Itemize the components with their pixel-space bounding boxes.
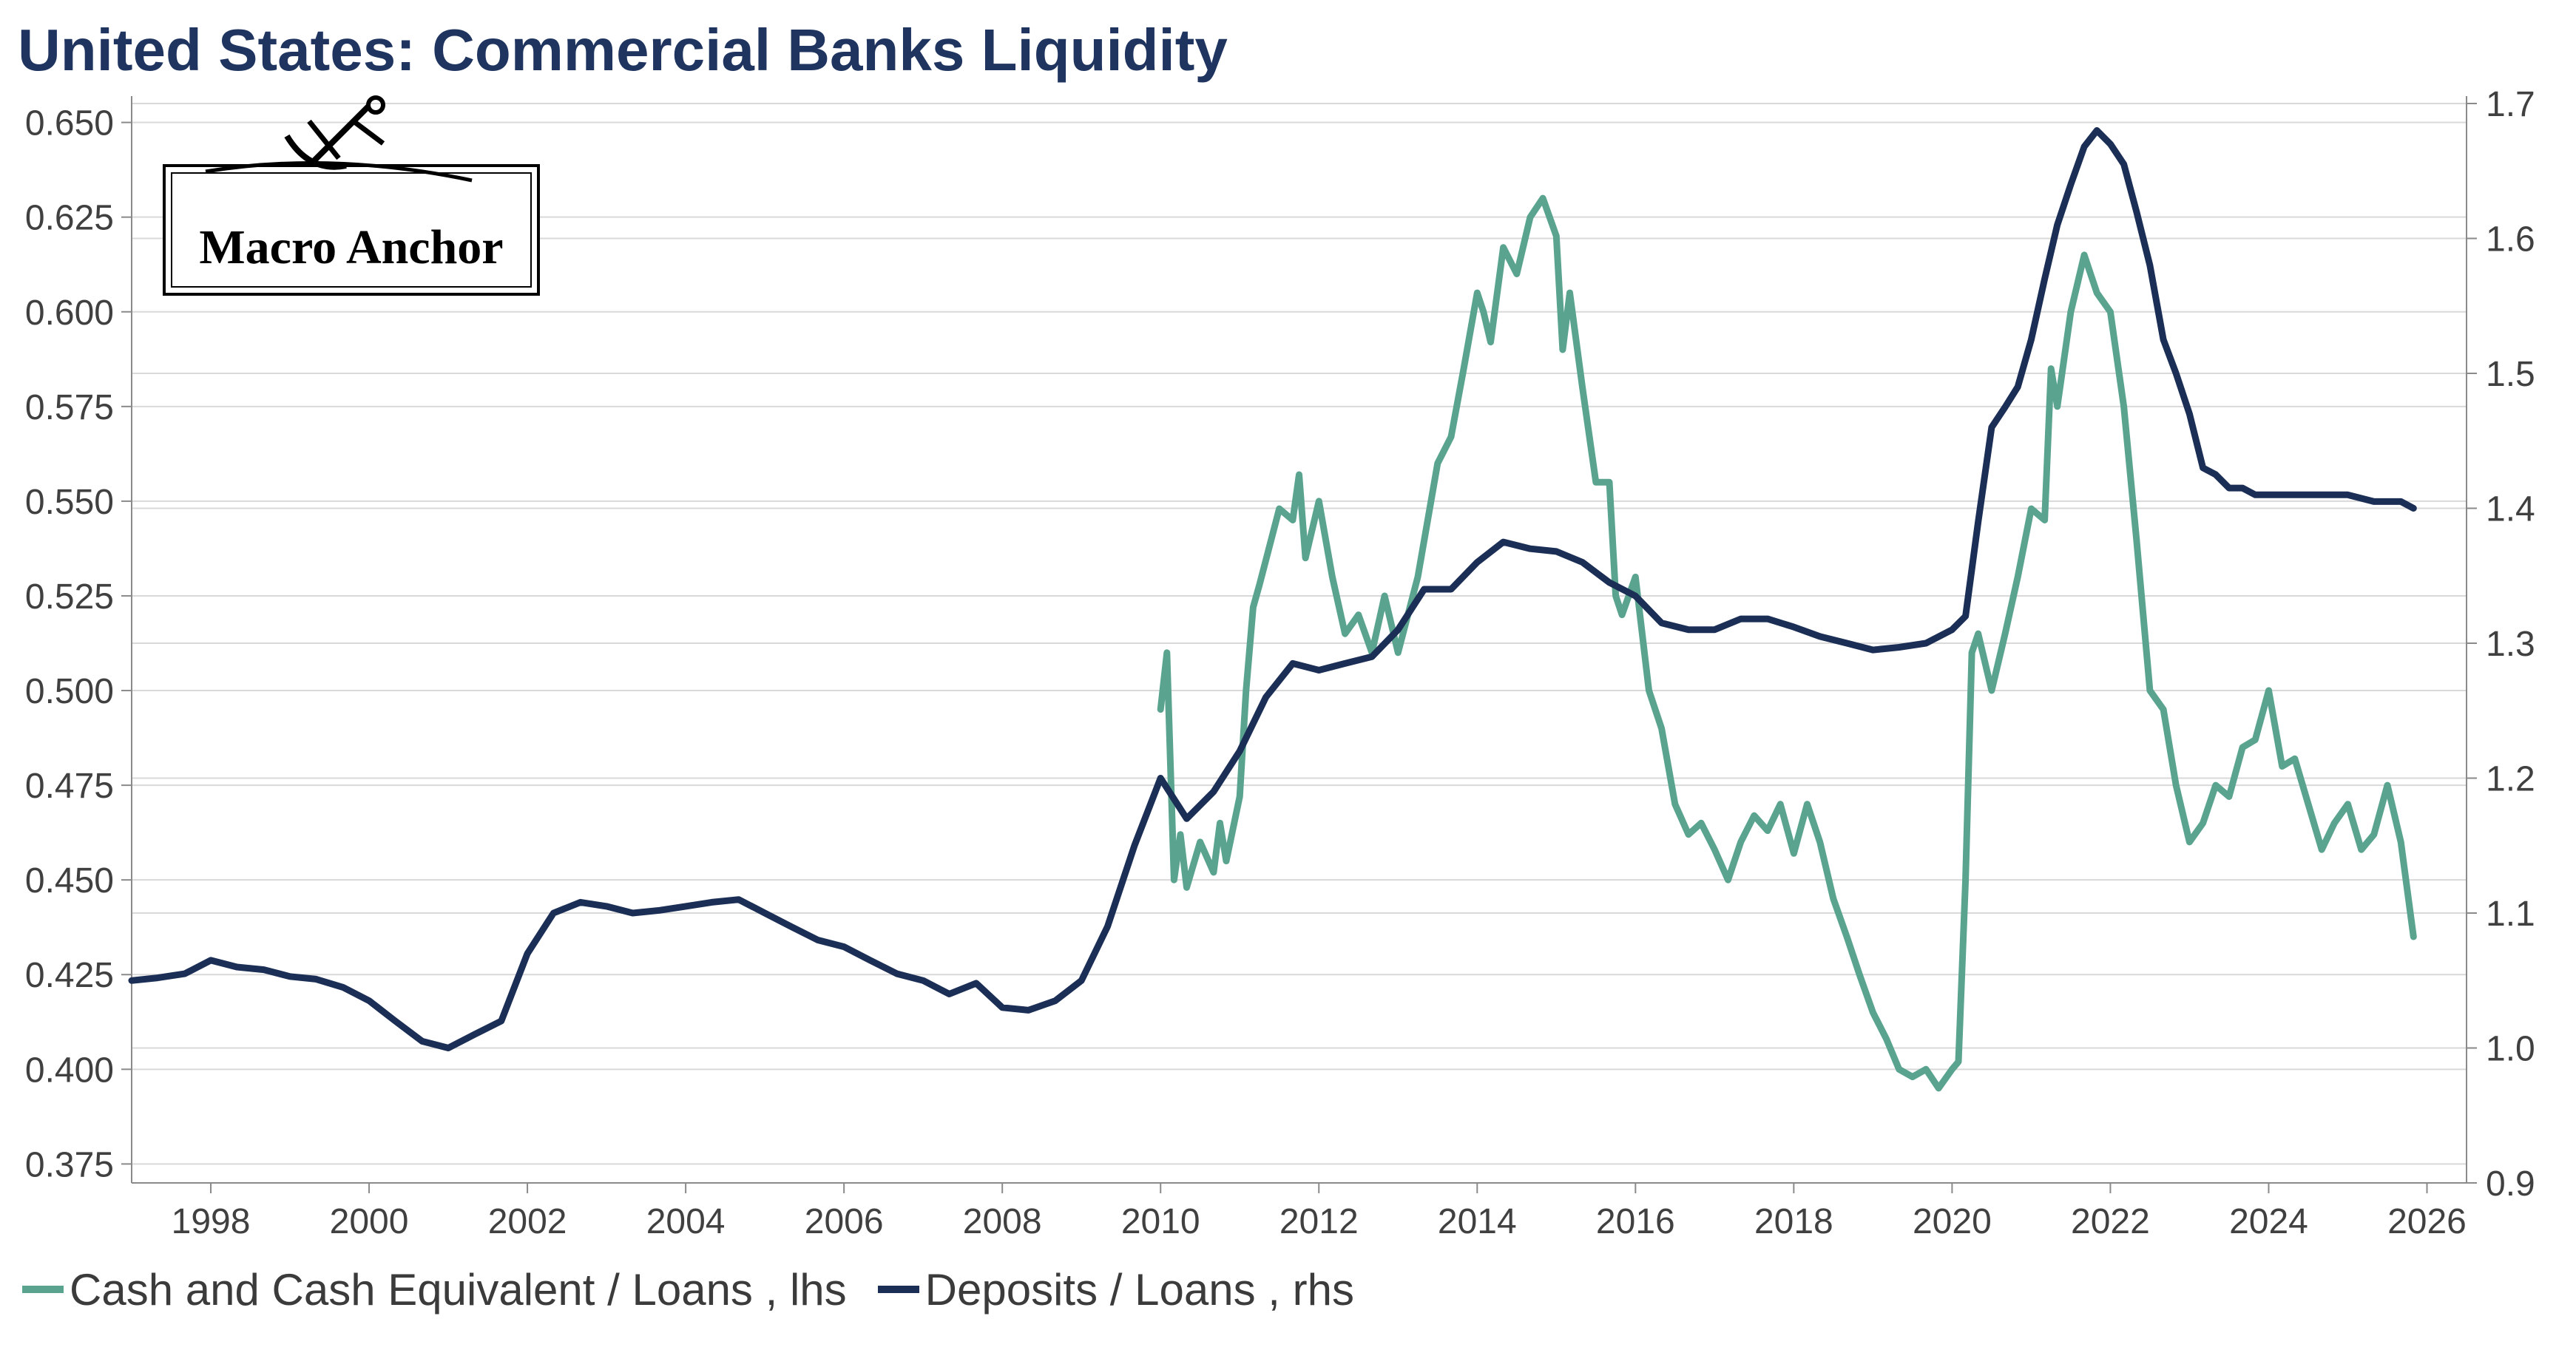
y-tick-label-right: 1.1 xyxy=(2486,895,2535,934)
y-tick-label-right: 1.5 xyxy=(2486,355,2535,394)
x-tick-label: 2024 xyxy=(2229,1202,2308,1241)
y-tick-label-left: 0.450 xyxy=(25,861,114,900)
x-tick-label: 2008 xyxy=(963,1202,1042,1241)
y-tick-label-right: 1.6 xyxy=(2486,220,2535,260)
y-tick-label-right: 0.9 xyxy=(2486,1164,2535,1204)
x-tick-label: 2018 xyxy=(1754,1202,1833,1241)
x-tick-label: 2006 xyxy=(805,1202,884,1241)
y-tick-label-left: 0.500 xyxy=(25,672,114,711)
y-tick-label-left: 0.425 xyxy=(25,956,114,995)
legend-swatch-cash xyxy=(22,1286,64,1293)
y-tick-label-left: 0.400 xyxy=(25,1051,114,1090)
series-line-deposits-to-loans xyxy=(128,127,2417,1051)
y-tick-label-right: 1.4 xyxy=(2486,490,2535,529)
macro-anchor-logo: Macro Anchor xyxy=(161,92,541,299)
x-tick-label: 2012 xyxy=(1279,1202,1359,1241)
y-tick-label-left: 0.525 xyxy=(25,577,114,617)
chart-title: United States: Commercial Banks Liquidit… xyxy=(18,17,1228,83)
x-tick-label: 2004 xyxy=(646,1202,726,1241)
y-tick-label-left: 0.550 xyxy=(25,483,114,522)
y-tick-label-right: 1.7 xyxy=(2486,85,2535,124)
x-tick-label: 1998 xyxy=(172,1202,251,1241)
x-tick-label: 2026 xyxy=(2387,1202,2467,1241)
y-tick-label-right: 1.0 xyxy=(2486,1030,2535,1069)
x-tick-label: 2016 xyxy=(1596,1202,1675,1241)
x-tick-label: 2020 xyxy=(1913,1202,1992,1241)
legend-label-deposits: Deposits / Loans , rhs xyxy=(924,1264,1354,1315)
y-tick-label-left: 0.600 xyxy=(25,294,114,333)
gridlines xyxy=(132,103,2467,1184)
legend: Cash and Cash Equivalent / Loans , lhs D… xyxy=(22,1260,1385,1319)
axes: 0.650 0.625 0.600 0.575 0.550 0.525 0.500 0.475… xyxy=(25,85,2535,1241)
series-lines xyxy=(128,127,2417,1092)
anchor-icon: Macro Anchor xyxy=(163,95,540,296)
y-tick-label-right: 1.3 xyxy=(2486,625,2535,664)
x-tick-label: 2000 xyxy=(330,1202,409,1241)
y-tick-label-right: 1.2 xyxy=(2486,760,2535,799)
legend-item-cash: Cash and Cash Equivalent / Loans , lhs xyxy=(22,1264,847,1315)
y-tick-label-left: 0.650 xyxy=(25,104,114,143)
y-tick-label-left: 0.375 xyxy=(25,1145,114,1184)
x-tick-label: 2002 xyxy=(488,1202,567,1241)
x-tick-label: 2010 xyxy=(1121,1202,1200,1241)
y-tick-label-left: 0.575 xyxy=(25,388,114,427)
y-tick-label-left: 0.625 xyxy=(25,199,114,238)
legend-item-deposits: Deposits / Loans , rhs xyxy=(877,1264,1354,1315)
legend-label-cash: Cash and Cash Equivalent / Loans , lhs xyxy=(70,1264,847,1315)
legend-swatch-deposits xyxy=(877,1286,919,1293)
x-tick-label: 2014 xyxy=(1438,1202,1517,1241)
series-line-cash-to-loans xyxy=(1157,194,2417,1092)
y-tick-label-left: 0.475 xyxy=(25,767,114,806)
x-tick-label: 2022 xyxy=(2071,1202,2150,1241)
logo-text: Macro Anchor xyxy=(199,220,503,274)
